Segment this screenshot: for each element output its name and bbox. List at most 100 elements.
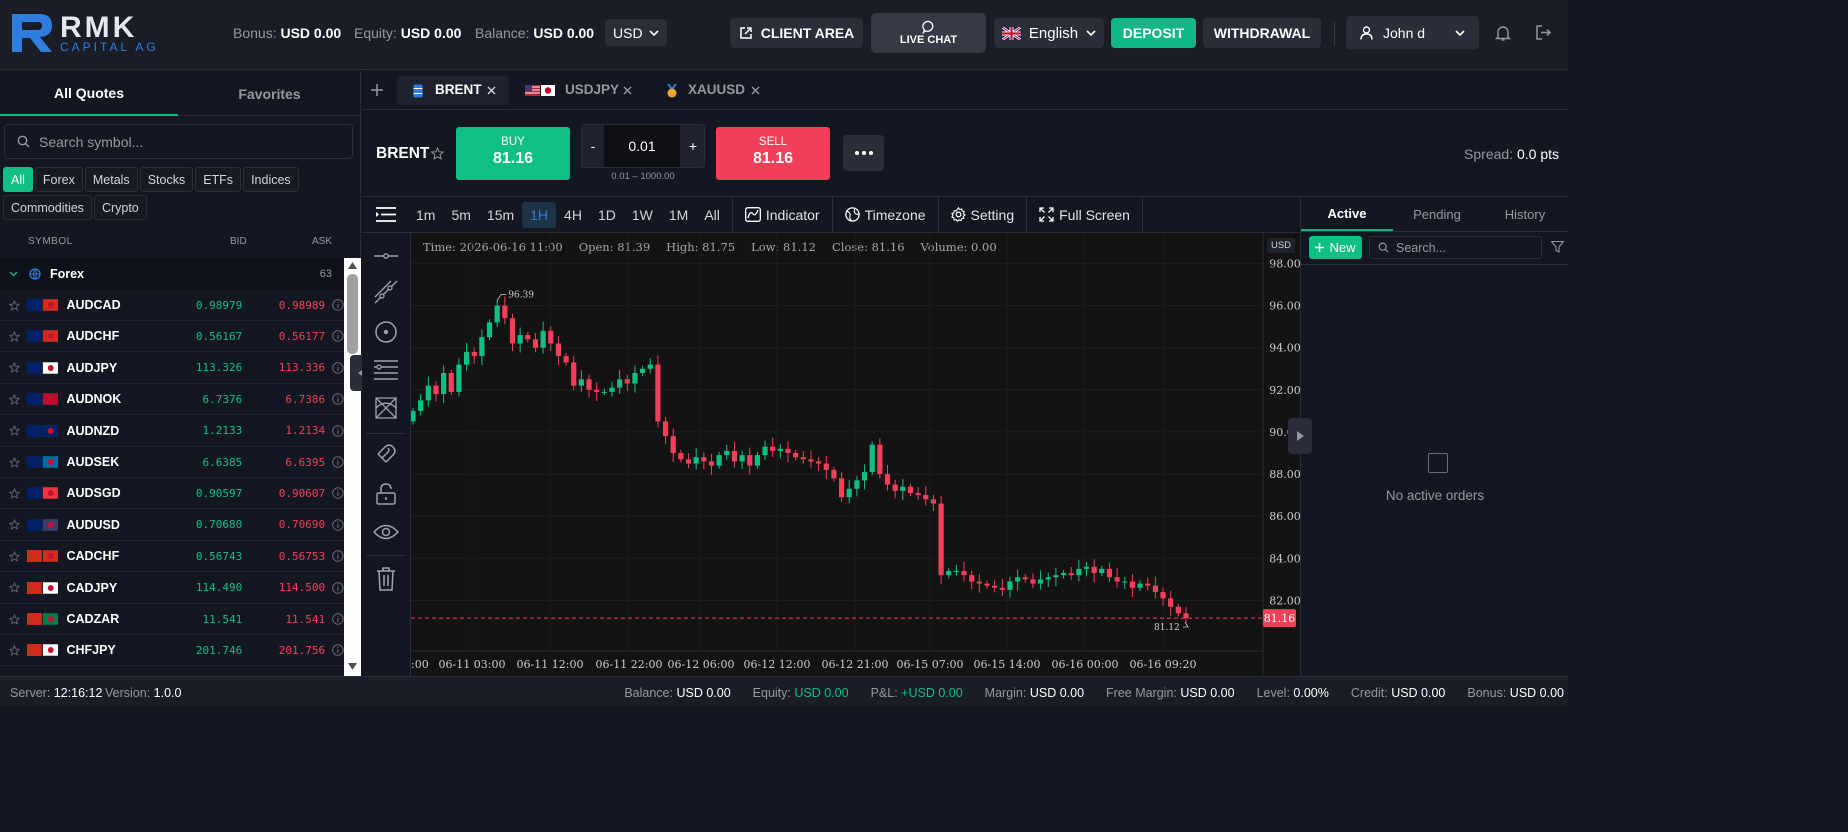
info-icon[interactable]	[332, 456, 344, 468]
star-icon[interactable]	[9, 582, 20, 593]
unlock-icon[interactable]	[375, 483, 397, 505]
info-icon[interactable]	[332, 299, 344, 311]
setting-button[interactable]: Setting	[943, 207, 1023, 223]
star-icon[interactable]	[9, 550, 20, 562]
magnet-icon[interactable]	[374, 442, 398, 466]
info-icon[interactable]	[332, 613, 344, 625]
tab-history[interactable]: History	[1504, 206, 1546, 222]
menu-toggle-icon[interactable]	[376, 207, 396, 222]
info-icon[interactable]	[332, 424, 344, 437]
star-icon[interactable]	[9, 613, 20, 625]
trend-line-icon[interactable]	[374, 280, 398, 304]
bell-icon[interactable]	[1495, 24, 1511, 42]
add-tab-icon[interactable]	[371, 84, 383, 96]
info-icon[interactable]	[332, 550, 344, 562]
star-icon[interactable]	[9, 330, 20, 342]
trash-icon[interactable]	[376, 567, 396, 591]
indicator-button[interactable]: Indicator	[737, 207, 828, 223]
filter-chip-indices[interactable]: Indices	[243, 167, 299, 192]
quote-row[interactable]: AUDNZD 1.2133 1.2134	[0, 416, 344, 447]
star-icon[interactable]	[431, 147, 444, 160]
star-icon[interactable]	[9, 299, 20, 311]
horizontal-line-icon[interactable]	[374, 249, 398, 263]
fullscreen-button[interactable]: Full Screen	[1031, 207, 1138, 223]
quote-row[interactable]: AUDJPY 113.326 113.336	[0, 353, 344, 384]
live-chat-button[interactable]: LIVE CHAT	[871, 13, 986, 53]
expand-chart-button[interactable]	[1288, 418, 1312, 454]
scroll-up-icon[interactable]	[348, 262, 357, 269]
lot-input[interactable]: 0.01	[604, 125, 680, 167]
circle-tool-icon[interactable]	[374, 320, 398, 344]
filter-chip-stocks[interactable]: Stocks	[139, 167, 194, 192]
close-icon[interactable]	[487, 86, 496, 95]
tab-favorites[interactable]: Favorites	[238, 85, 301, 102]
timeframe-all[interactable]: All	[704, 206, 720, 223]
price-chart[interactable]: Time: 2026-06-16 11:00 Open: 81.39 High: 8…	[411, 233, 1300, 676]
filter-chip-metals[interactable]: Metals	[84, 167, 138, 192]
more-options-button[interactable]	[843, 135, 884, 171]
tab-pending[interactable]: Pending	[1413, 206, 1461, 222]
timezone-button[interactable]: Timezone	[837, 207, 934, 223]
close-icon[interactable]	[623, 86, 632, 95]
tab-usdjpy[interactable]: USDJPY	[525, 76, 637, 105]
quote-row[interactable]: AUDCHF 0.56167 0.56177	[0, 321, 344, 353]
language-select[interactable]: English	[994, 18, 1104, 48]
timeframe-1h[interactable]: 1H	[522, 201, 557, 228]
tab-all-quotes[interactable]: All Quotes	[0, 71, 178, 116]
brand-logo[interactable]: RMK CAPITAL AG	[10, 12, 159, 54]
quote-row[interactable]: AUDUSD 0.70680 0.70690	[0, 510, 344, 541]
star-icon[interactable]	[9, 393, 20, 405]
filter-chip-forex[interactable]: Forex	[34, 167, 83, 192]
new-order-button[interactable]: New	[1309, 236, 1362, 259]
close-icon[interactable]	[751, 86, 760, 95]
info-icon[interactable]	[332, 362, 344, 374]
quote-row[interactable]: CHFJPY 201.746 201.756	[0, 635, 344, 667]
quote-row[interactable]: CADJPY 114.490 114.500	[0, 573, 344, 604]
star-icon[interactable]	[9, 644, 20, 656]
quote-row[interactable]: AUDCAD 0.98979 0.98989	[0, 290, 344, 321]
star-icon[interactable]	[9, 456, 20, 468]
timeframe-1w[interactable]: 1W	[631, 206, 653, 223]
star-icon[interactable]	[9, 362, 20, 374]
withdrawal-button[interactable]: WITHDRAWAL	[1203, 18, 1321, 48]
fibonacci-icon[interactable]	[374, 359, 398, 381]
filter-chip-etfs[interactable]: ETFs	[195, 167, 242, 192]
client-area-button[interactable]: CLIENT AREA	[730, 18, 863, 48]
candlestick-chart[interactable]: 98.0096.0094.0092.0090.0088.0086.0084.00…	[411, 233, 1300, 676]
lot-stepper[interactable]: - 0.01 +	[581, 124, 705, 168]
timeframe-4h[interactable]: 4H	[564, 206, 582, 223]
info-icon[interactable]	[332, 393, 344, 405]
tab-active[interactable]: Active	[1301, 197, 1393, 231]
star-icon[interactable]	[9, 487, 20, 499]
info-icon[interactable]	[332, 519, 344, 531]
info-icon[interactable]	[332, 644, 344, 657]
timeframe-1m[interactable]: 1M	[668, 206, 689, 223]
orders-search-input[interactable]: Search...	[1369, 236, 1542, 259]
tab-xauusd[interactable]: XAUUSD	[662, 76, 774, 105]
info-icon[interactable]	[332, 581, 344, 594]
filter-icon[interactable]	[1551, 241, 1564, 253]
logout-icon[interactable]	[1535, 24, 1552, 41]
filter-chip-crypto[interactable]: Crypto	[93, 195, 147, 220]
eye-icon[interactable]	[373, 523, 399, 541]
timeframe-1m[interactable]: 1m	[416, 206, 436, 223]
filter-chip-commodities[interactable]: Commodities	[3, 195, 92, 220]
group-forex[interactable]: Forex 63	[0, 258, 344, 290]
lot-decrease-button[interactable]: -	[590, 138, 596, 154]
star-icon[interactable]	[9, 519, 20, 531]
quote-row[interactable]: CADCHF 0.56743 0.56753	[0, 541, 344, 573]
quote-row[interactable]: AUDNOK 6.7376 6.7386	[0, 384, 344, 416]
quote-row[interactable]: AUDSEK 6.6385 6.6395	[0, 447, 344, 478]
currency-select[interactable]: USD	[605, 19, 667, 46]
info-icon[interactable]	[332, 487, 344, 500]
star-icon[interactable]	[9, 425, 20, 436]
buy-button[interactable]: BUY 81.16	[456, 127, 570, 180]
pattern-tool-icon[interactable]	[374, 396, 398, 420]
scrollbar-thumb[interactable]	[347, 274, 358, 354]
info-icon[interactable]	[332, 330, 344, 343]
timeframe-5m[interactable]: 5m	[451, 206, 471, 223]
quote-row[interactable]: AUDSGD 0.90597 0.90607	[0, 478, 344, 510]
lot-increase-button[interactable]: +	[688, 138, 698, 154]
quotes-scrollbar[interactable]	[344, 258, 361, 676]
timeframe-15m[interactable]: 15m	[486, 206, 515, 223]
